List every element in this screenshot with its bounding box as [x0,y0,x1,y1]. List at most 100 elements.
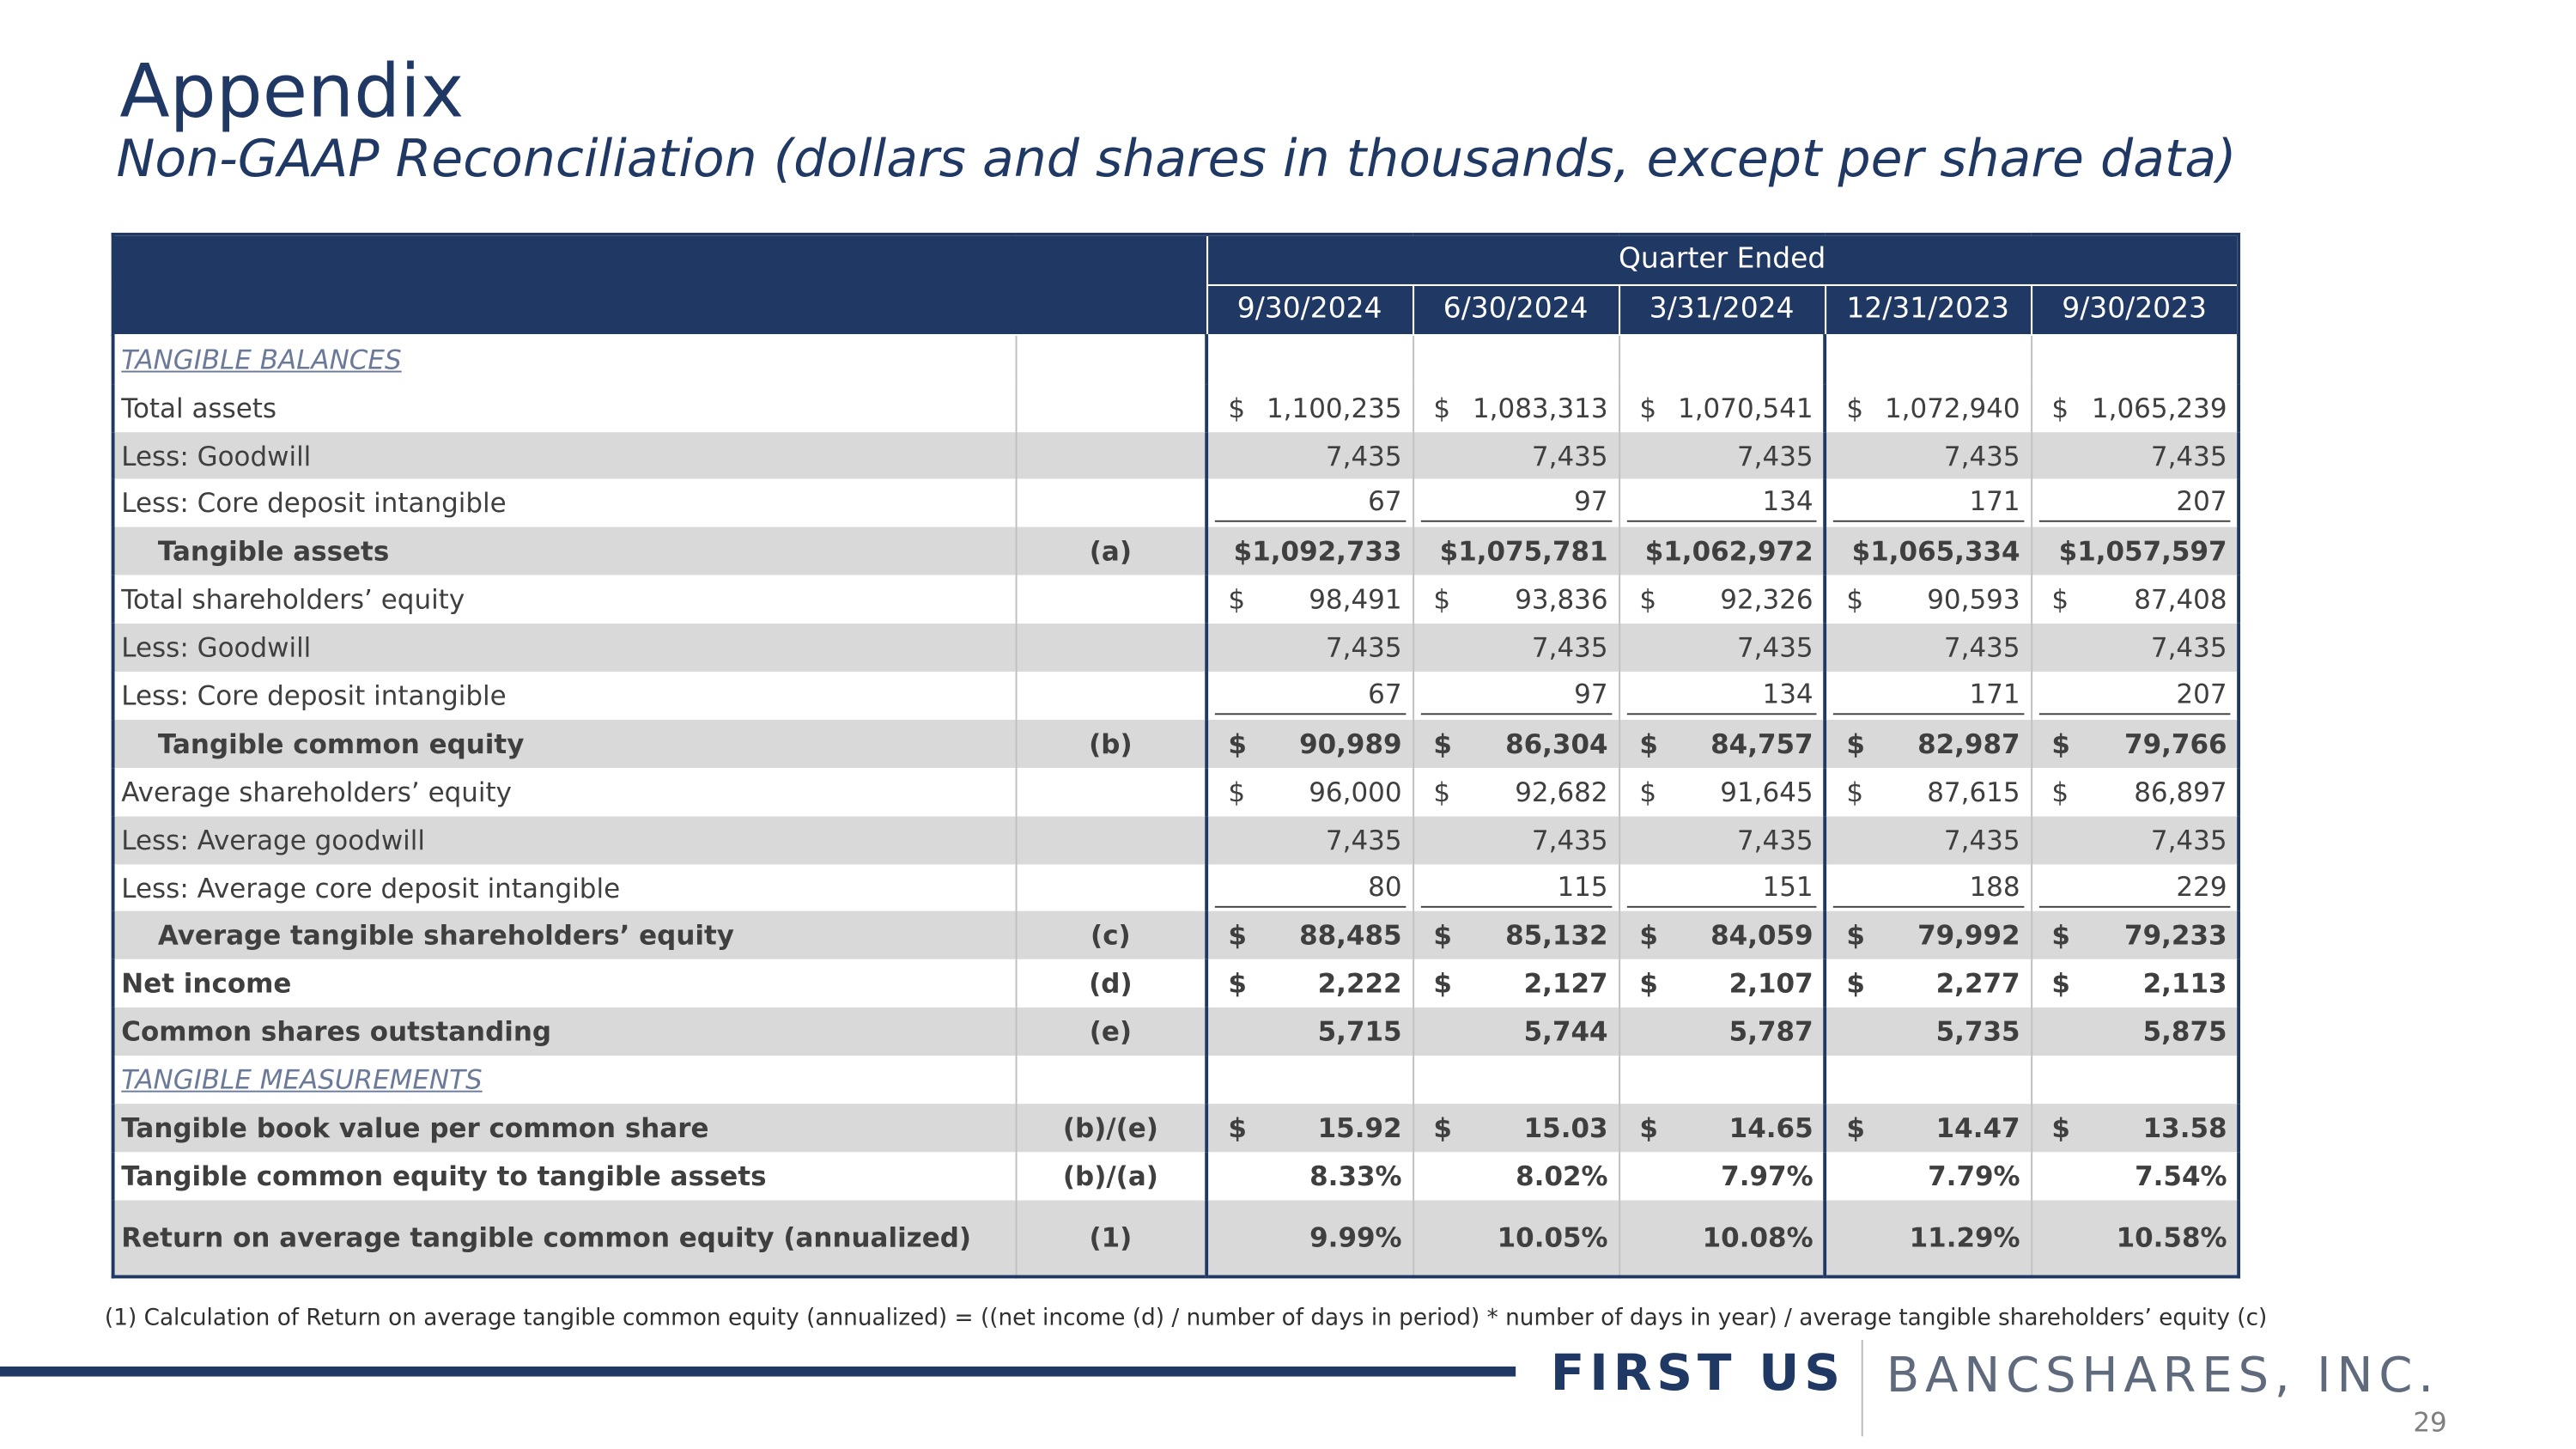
cell-content: $14.65 [1626,1112,1817,1144]
table-row: Net income (d) $2,222 $2,127 $2,107 $2,277 $2,… [113,959,2239,1008]
currency-sign: $ [2051,392,2069,423]
amount: 79,992 [1917,920,2020,952]
amount: 92,326 [1720,583,1814,616]
value-cell: 5,875 [2030,1008,2239,1056]
table-row: Less: Goodwill 7,435 7,435 7,435 7,435 7,435 [112,431,2239,480]
value-cell [1823,334,2032,384]
value-cell: $13.58 [2030,1104,2239,1153]
amount: 1,065,239 [2091,392,2227,423]
row-ref: (e) [1014,1008,1207,1056]
cell-content: 5,715 [1215,1016,1406,1048]
cell-content: 5,787 [1626,1016,1817,1048]
amount: 79,233 [2124,920,2227,952]
cell-content: $1,072,940 [1833,392,2024,423]
amount: 11.29% [1909,1221,2020,1253]
footer-bar [0,1366,1516,1377]
value-cell [2030,1056,2239,1105]
value-cell: $1,100,235 [1205,383,1413,432]
currency-sign: $ [1846,1111,1865,1144]
value-cell: 7,435 [1823,624,2032,672]
value-cell: $1,070,541 [1618,383,1826,432]
cell-content: 5,875 [2038,1016,2231,1048]
value-cell: 7,435 [1618,624,1826,672]
group-header: Quarter Ended [1206,233,2240,286]
amount: 7,435 [1943,631,2020,664]
page-number: 29 [2413,1406,2447,1439]
value-cell: 7,435 [2030,431,2239,480]
value-cell [1205,334,1413,384]
currency-sign: $ [1433,776,1451,808]
value-cell: $92,682 [1412,767,1619,816]
amount: 7.54% [2135,1160,2227,1192]
value-cell: 11.29% [1823,1200,2032,1277]
value-cell: $82,987 [1823,719,2032,768]
amount: 97 [1574,485,1608,518]
cell-content: $1,100,235 [1215,392,1406,423]
cell-content: $90,593 [1833,584,2024,616]
cell-content: 67 [1214,484,1406,523]
table-row: Common shares outstanding (e) 5,715 5,744 5,… [112,1008,2239,1056]
cell-content: 7,435 [1215,632,1406,664]
value-cell: 207 [2030,671,2239,720]
header-row: Quarter Ended [112,233,2240,336]
row-label: Less: Goodwill [121,631,312,664]
table-row: Less: Goodwill 7,435 7,435 7,435 7,435 7,435 [112,624,2239,672]
currency-sign: $ [1639,583,1657,616]
currency-sign: $ [2051,728,2070,760]
value-cell: $88,485 [1205,911,1413,960]
cell-content: $91,645 [1626,776,1817,807]
column-header: 12/31/2023 [1824,283,2032,336]
table-row: Tangible book value per common share (b)/… [112,1104,2239,1153]
value-cell: $86,304 [1412,719,1619,768]
amount: 7,435 [1943,439,2020,472]
cell-content: 134 [1625,677,1817,715]
value-cell: 7.54% [2030,1152,2239,1201]
cell-content: 7,435 [2038,632,2231,664]
currency-sign: $ [2051,920,2070,952]
cell-content: $88,485 [1215,920,1406,952]
cell-content: 134 [1625,484,1817,523]
cell-content: 97 [1419,484,1612,523]
cell-content: $79,233 [2038,920,2231,952]
cell-content: 7,435 [2038,824,2231,855]
amount: 7,435 [1531,824,1608,856]
cell-content: 80 [1214,868,1406,907]
currency-sign: $ [2051,1111,2070,1144]
amount: 87,615 [1927,776,2020,808]
amount: 10.08% [1702,1221,1814,1253]
currency-sign: $ [1433,583,1451,616]
amount: 14.47 [1935,1111,2020,1144]
cell-content: 7,435 [1833,440,2024,472]
table-row: TANGIBLE BALANCES [113,334,2239,384]
cell-content: 10.08% [1626,1221,1817,1253]
amount: 134 [1762,678,1814,710]
amount: 67 [1368,485,1402,518]
amount: 171 [1969,678,2020,710]
amount: 7,435 [1736,824,1814,856]
amount: 80 [1368,870,1402,903]
currency-sign: $ [1433,1111,1452,1144]
table-row: Total shareholders’ equity $98,491 $93,836… [113,575,2239,624]
cell-content: 7,435 [1215,824,1406,855]
cell-content: 7,435 [1420,632,1612,664]
row-ref: (b)/(e) [1014,1104,1207,1153]
cell-content: 188 [1832,868,2024,907]
value-cell: 151 [1618,863,1826,912]
value-cell: $2,222 [1205,959,1413,1008]
value-cell: 9.99% [1205,1200,1413,1277]
row-label: Tangible common equity to tangible asset… [121,1160,767,1192]
currency-sign: $ [1639,1111,1658,1144]
value-cell: $93,836 [1412,575,1619,624]
currency-sign: $ [1228,776,1246,808]
value-cell [1412,1056,1619,1105]
value-cell: 10.08% [1618,1200,1826,1277]
cell-content: 7,435 [1833,824,2024,855]
row-ref [1014,863,1207,912]
row-ref: (d) [1014,959,1207,1008]
amount: 7,435 [1943,824,2020,856]
cell-content: 10.58% [2038,1221,2231,1253]
currency-sign: $ [1228,583,1246,616]
value-cell: $86,897 [2030,767,2239,816]
row-ref [1014,575,1207,624]
